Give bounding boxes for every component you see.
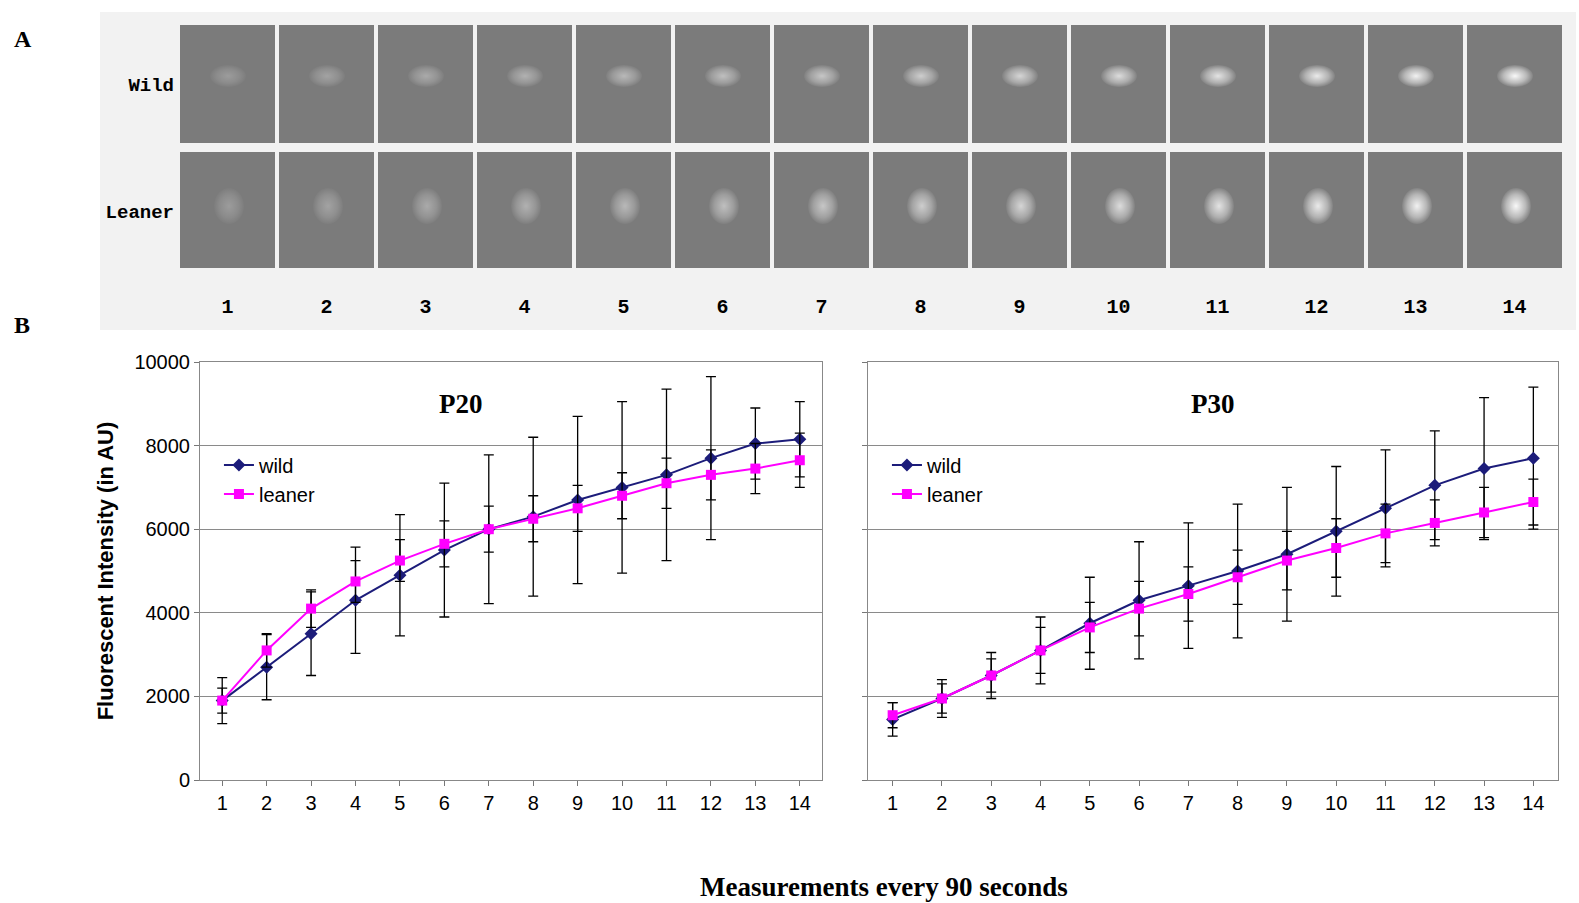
svg-text:13: 13 [744, 792, 766, 814]
html-text:10: 10 [1106, 296, 1131, 319]
svg-text:wild: wild [258, 455, 293, 477]
svg-text:2: 2 [936, 792, 947, 814]
svg-text:2000: 2000 [146, 685, 191, 707]
svg-text:6: 6 [1134, 792, 1145, 814]
svg-text:8: 8 [528, 792, 539, 814]
svg-text:9: 9 [1281, 792, 1292, 814]
svg-text:wild: wild [926, 455, 961, 477]
svg-text:2: 2 [261, 792, 272, 814]
html-text:B: B [14, 312, 30, 338]
html-text:13: 13 [1403, 296, 1428, 319]
html-text:A: A [14, 26, 32, 52]
svg-text:9: 9 [572, 792, 583, 814]
svg-text:7: 7 [1183, 792, 1194, 814]
html-text:14: 14 [1502, 296, 1527, 319]
svg-text:10: 10 [1325, 792, 1347, 814]
svg-text:leaner: leaner [259, 484, 315, 506]
svg-text:3: 3 [986, 792, 997, 814]
html-text:11: 11 [1205, 296, 1230, 319]
html-text:3: 3 [419, 296, 432, 319]
svg-text:Measurements every 90 seconds: Measurements every 90 seconds [700, 872, 1068, 902]
html-text:2: 2 [320, 296, 333, 319]
svg-text:12: 12 [1424, 792, 1446, 814]
html-text:6: 6 [716, 296, 729, 319]
svg-text:14: 14 [789, 792, 811, 814]
svg-text:3: 3 [306, 792, 317, 814]
svg-text:P20: P20 [439, 389, 483, 419]
svg-text:8: 8 [1232, 792, 1243, 814]
svg-text:6: 6 [439, 792, 450, 814]
svg-text:0: 0 [179, 769, 190, 791]
svg-text:8000: 8000 [146, 435, 191, 457]
svg-text:4000: 4000 [146, 602, 191, 624]
svg-text:Fluorescent Intensity (in AU): Fluorescent Intensity (in AU) [93, 422, 118, 721]
svg-text:10: 10 [611, 792, 633, 814]
html-text:7: 7 [815, 296, 828, 319]
html-text:4: 4 [518, 296, 531, 319]
svg-text:6000: 6000 [146, 518, 191, 540]
svg-text:1: 1 [217, 792, 228, 814]
svg-text:4: 4 [1035, 792, 1046, 814]
html-text:9: 9 [1013, 296, 1026, 319]
html-text:1: 1 [221, 296, 234, 319]
svg-text:11: 11 [656, 792, 677, 814]
svg-text:14: 14 [1522, 792, 1544, 814]
svg-text:11: 11 [1375, 792, 1396, 814]
svg-text:P30: P30 [1191, 389, 1235, 419]
svg-text:1: 1 [887, 792, 898, 814]
html-text:Leaner: Leaner [105, 202, 174, 224]
svg-text:10000: 10000 [134, 351, 190, 373]
svg-text:7: 7 [483, 792, 494, 814]
svg-text:5: 5 [1084, 792, 1095, 814]
html-text:8: 8 [914, 296, 927, 319]
svg-text:5: 5 [394, 792, 405, 814]
html-text:12: 12 [1304, 296, 1329, 319]
svg-text:13: 13 [1473, 792, 1495, 814]
html-text:5: 5 [617, 296, 630, 319]
html-text:Wild: Wild [128, 75, 174, 97]
svg-text:4: 4 [350, 792, 361, 814]
svg-text:leaner: leaner [927, 484, 983, 506]
svg-text:12: 12 [700, 792, 722, 814]
